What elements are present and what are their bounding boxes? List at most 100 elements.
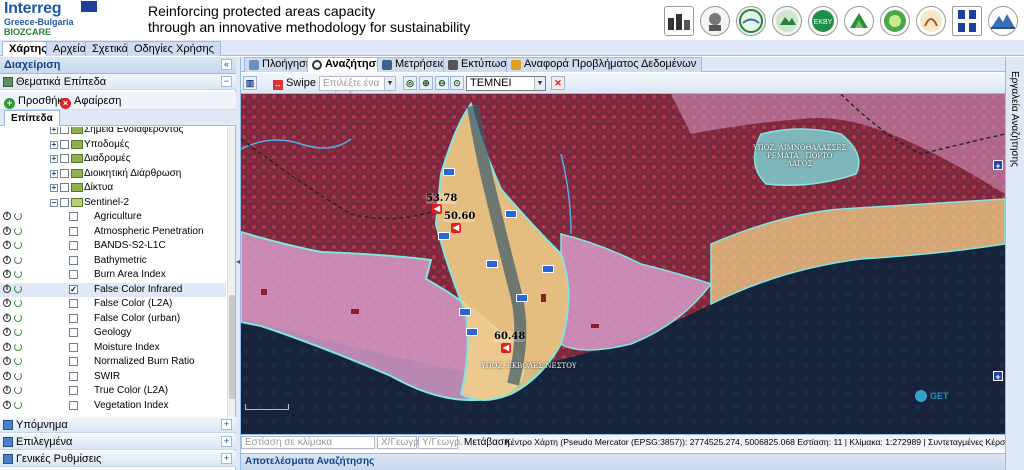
tab-instructions[interactable]: Οδηγίες Χρήσης (127, 41, 221, 56)
eu-project-marker-icon[interactable] (438, 232, 450, 240)
refresh-icon[interactable] (14, 313, 22, 322)
transform-label[interactable]: Μετάβαση (464, 437, 510, 448)
expand-legend-icon[interactable]: + (221, 419, 232, 430)
layer-checkbox[interactable] (60, 197, 69, 207)
info-icon[interactable]: i (3, 255, 11, 264)
info-icon[interactable]: i (3, 386, 11, 394)
legend-header[interactable]: Υπόμνημα + (0, 417, 236, 433)
x-coordinate-input[interactable]: Χ/Γεωγρ. (377, 436, 422, 449)
expand-icon[interactable]: + (50, 139, 58, 149)
layer-bands[interactable]: i BANDS-S2-L1C (0, 239, 226, 254)
clear-search-icon[interactable]: ✕ (551, 76, 565, 90)
search-remove-icon[interactable]: ⊖ (435, 76, 449, 90)
layer-checkbox[interactable] (69, 386, 78, 395)
settings-header[interactable]: Γενικές Ρυθμίσεις + (0, 451, 236, 467)
info-icon[interactable]: i (3, 284, 11, 293)
add-layer-button[interactable]: + Προσθήκη (4, 94, 69, 109)
tree-folder-infrastructure[interactable]: + Υποδομές (0, 138, 226, 153)
refresh-icon[interactable] (14, 241, 22, 249)
refresh-icon[interactable] (14, 212, 22, 220)
layer-vegetation-index[interactable]: i Vegetation Index (0, 399, 226, 414)
layer-true-color-l2a[interactable]: i True Color (L2A) (0, 384, 226, 399)
expand-icon[interactable]: + (50, 168, 58, 178)
refresh-icon[interactable] (14, 400, 22, 409)
tree-folder-networks[interactable]: + Δίκτυα (0, 181, 226, 196)
refresh-icon[interactable] (14, 386, 22, 394)
tab-about[interactable]: Σχετικά (85, 41, 135, 56)
thematic-layers-header[interactable]: Θεματικά Επίπεδα − (0, 74, 236, 90)
collapse-icon[interactable]: − (50, 197, 58, 207)
layer-checkbox[interactable] (69, 212, 78, 221)
zoom-in-icon[interactable]: + (993, 160, 1003, 171)
speaker-marker-icon[interactable]: ◀ (451, 223, 461, 233)
search-tools-panel[interactable]: Εργαλεία Αναζήτησης (1005, 57, 1024, 470)
collapse-left-icon[interactable]: « (221, 59, 232, 70)
info-icon[interactable]: i (3, 357, 11, 365)
layer-checkbox[interactable] (69, 400, 78, 410)
info-icon[interactable]: i (3, 371, 11, 380)
speaker-marker-icon[interactable]: ◀ (501, 343, 511, 353)
splitter-arrow-icon[interactable]: ◂ (236, 257, 241, 266)
layer-false-color-urban[interactable]: i False Color (urban) (0, 312, 226, 327)
layer-checkbox[interactable] (69, 357, 78, 366)
refresh-icon[interactable] (14, 284, 22, 293)
eu-project-marker-icon[interactable] (542, 265, 554, 273)
info-icon[interactable]: i (3, 299, 11, 307)
layer-burn-area[interactable]: i Burn Area Index (0, 268, 226, 283)
search-add-icon[interactable]: ⊕ (419, 76, 433, 90)
refresh-icon[interactable] (14, 226, 22, 235)
layer-moisture[interactable]: i Moisture Index (0, 341, 226, 356)
info-icon[interactable]: i (3, 342, 11, 351)
selected-header[interactable]: Επιλεγμένα + (0, 434, 236, 450)
layer-checkbox-checked[interactable]: ✓ (69, 284, 78, 294)
layer-checkbox[interactable] (69, 313, 78, 323)
eu-project-marker-icon[interactable] (443, 168, 455, 176)
layer-swir[interactable]: i SWIR (0, 370, 226, 385)
info-icon[interactable]: i (3, 270, 11, 278)
layer-checkbox[interactable] (60, 168, 69, 178)
search-zoom-icon[interactable]: ⊙ (450, 76, 464, 90)
scrollbar-thumb[interactable] (229, 295, 235, 399)
layer-checkbox[interactable] (69, 226, 78, 236)
layer-false-color-l2a[interactable]: i False Color (L2A) (0, 297, 226, 312)
layer-nbr[interactable]: i Normalized Burn Ratio (0, 355, 226, 370)
tab-map[interactable]: Χάρτης (2, 41, 54, 56)
layer-checkbox[interactable] (69, 299, 78, 308)
layer-checkbox[interactable] (60, 154, 69, 163)
swipe-button[interactable]: ↔ Swipe (273, 77, 316, 90)
eu-project-marker-icon[interactable] (505, 210, 517, 218)
layer-checkbox[interactable] (60, 183, 69, 192)
tab-measurements[interactable]: Μετρήσεις (377, 57, 452, 72)
layer-geology[interactable]: i Geology (0, 326, 226, 341)
tab-navigation[interactable]: Πλοήγηση (244, 57, 319, 72)
expand-icon[interactable]: + (50, 127, 58, 134)
layer-checkbox[interactable] (69, 371, 78, 381)
search-layer-icon[interactable]: ◎ (403, 76, 417, 90)
refresh-icon[interactable] (14, 342, 22, 351)
remove-layer-button[interactable]: × Αφαίρεση (60, 94, 121, 109)
layer-checkbox[interactable] (69, 328, 78, 337)
info-icon[interactable]: i (3, 212, 11, 220)
tree-folder-sentinel[interactable]: − Sentinel-2 (0, 196, 226, 211)
info-icon[interactable]: i (3, 313, 11, 322)
eu-project-marker-icon[interactable] (486, 260, 498, 268)
layer-tree-scrollbar[interactable] (227, 127, 235, 417)
layer-atmospheric[interactable]: i Atmospheric Penetration (0, 225, 226, 240)
tab-search[interactable]: Αναζήτηση (307, 57, 389, 72)
layer-bathymetric[interactable]: i Bathymetric (0, 254, 226, 269)
tree-folder-routes[interactable]: + Διαδρομές (0, 152, 226, 167)
map-canvas[interactable]: ΥΠΟΖ. ΛΙΜΝΟΘΑΛΑΣΣΕΣ ΡΕΜΑΤΑ - ΠΟΡΤΟ ΛΑΓΟΣ… (241, 94, 1005, 434)
expand-map-icon[interactable]: + (993, 371, 1003, 382)
layer-agriculture[interactable]: i Agriculture (0, 210, 226, 225)
layer-checkbox[interactable] (69, 270, 78, 279)
layer-checkbox[interactable] (60, 127, 69, 134)
expand-selected-icon[interactable]: + (221, 436, 232, 447)
tab-report-problem[interactable]: Αναφορά Προβλήματος Δεδομένων (506, 57, 703, 72)
panel-toggle-icon[interactable]: ▥ (243, 76, 257, 90)
chevron-down-icon[interactable]: ▼ (384, 77, 395, 90)
collapse-thematic-icon[interactable]: − (221, 76, 232, 87)
info-icon[interactable]: i (3, 226, 11, 235)
tree-folder-admin[interactable]: + Διοικητική Διάρθρωση (0, 167, 226, 182)
layer-checkbox[interactable] (69, 342, 78, 352)
expand-settings-icon[interactable]: + (221, 453, 232, 464)
